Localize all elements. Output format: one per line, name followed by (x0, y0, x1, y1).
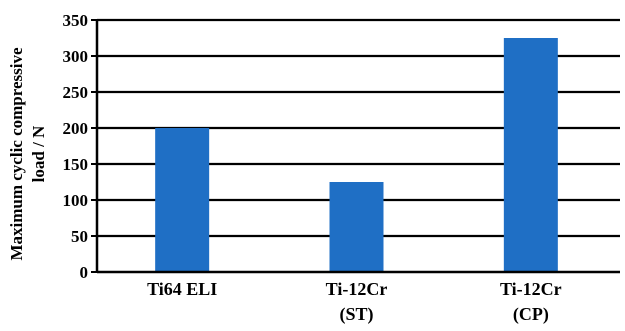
x-category-labels: Ti64 ELI Ti-12Cr (ST) Ti-12Cr (CP) (147, 279, 562, 325)
y-tick-label: 150 (63, 155, 89, 174)
bar (503, 38, 558, 272)
y-axis-title: Maximum cyclic compressive load / N (7, 47, 48, 261)
y-tick-label: 0 (80, 263, 89, 282)
y-tick-label: 100 (63, 191, 89, 210)
bars (155, 38, 558, 272)
y-axis-title-line: load / N (29, 125, 48, 182)
x-category-label: (CP) (513, 304, 549, 325)
y-tick-label: 200 (63, 119, 89, 138)
x-category-label: Ti-12Cr (500, 279, 562, 299)
x-category-label: Ti64 ELI (147, 279, 217, 299)
axes (91, 19, 620, 274)
y-tick-label: 50 (71, 227, 88, 246)
bar (155, 128, 210, 272)
y-axis-title-line: Maximum cyclic compressive (7, 47, 26, 261)
y-tick-label: 250 (63, 83, 89, 102)
x-category-label: Ti-12Cr (326, 279, 388, 299)
y-tick-labels: 0 50 100 150 200 250 300 350 (63, 11, 89, 282)
bar (329, 182, 384, 272)
x-category-label: (ST) (339, 304, 373, 325)
y-tick-label: 350 (63, 11, 89, 30)
y-tick-label: 300 (63, 47, 89, 66)
